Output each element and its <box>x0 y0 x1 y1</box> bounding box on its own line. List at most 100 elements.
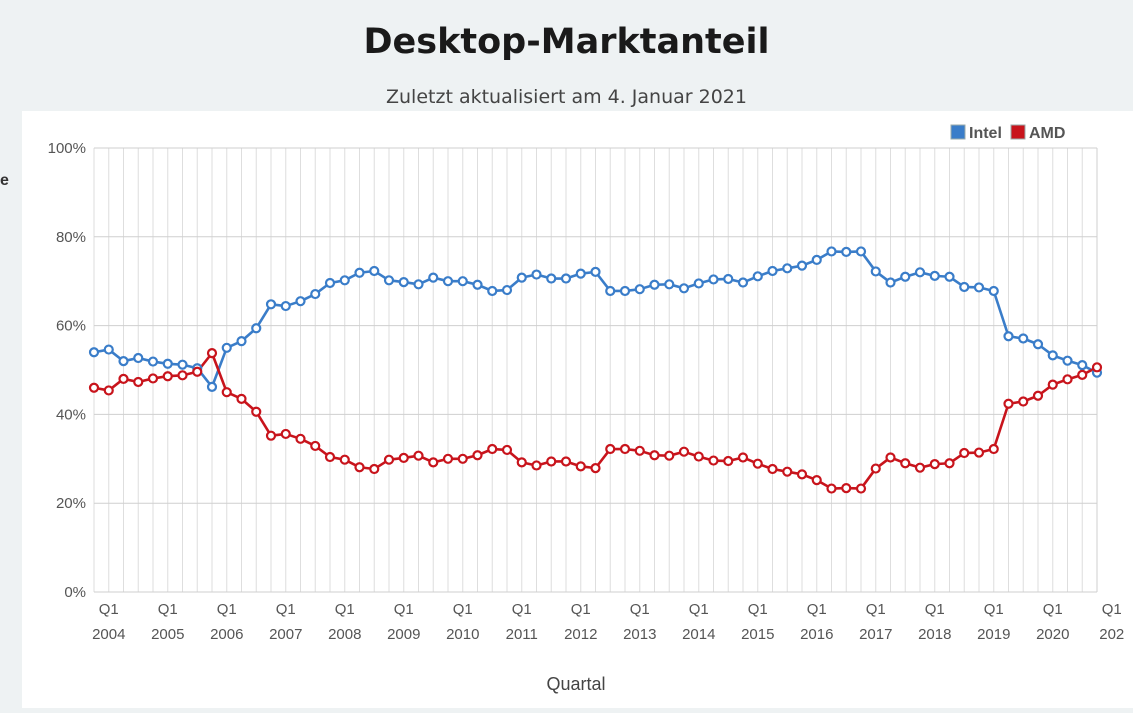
data-point-intel <box>885 277 896 288</box>
x-tick-quarter: Q1 <box>571 601 591 618</box>
data-point-intel <box>251 323 262 334</box>
data-point-intel <box>487 285 498 297</box>
x-tick-year: 2015 <box>741 626 774 643</box>
data-point-amd <box>1032 390 1044 401</box>
data-point-amd <box>605 443 616 455</box>
clipped-edge-label: e <box>0 172 9 189</box>
data-point-intel <box>693 278 704 289</box>
y-tick-label: 60% <box>56 318 86 335</box>
data-point-amd <box>295 433 306 444</box>
data-point-amd <box>826 483 837 494</box>
data-point-intel <box>1062 355 1073 366</box>
x-tick-year: 2006 <box>210 626 243 643</box>
data-point-intel <box>1077 360 1088 371</box>
x-tick-quarter: Q1 <box>453 601 473 618</box>
data-point-intel <box>782 263 793 274</box>
data-point-intel <box>841 246 852 257</box>
x-tick-quarter: Q1 <box>630 601 650 618</box>
data-point-amd <box>428 457 439 468</box>
data-point-intel <box>531 269 542 280</box>
data-point-amd <box>1018 396 1029 407</box>
legend: Intel AMD <box>950 124 1065 142</box>
data-point-amd <box>516 457 527 468</box>
data-point-amd <box>88 382 100 393</box>
data-point-intel <box>973 282 985 293</box>
data-point-intel <box>177 359 188 370</box>
data-point-amd <box>944 458 955 469</box>
x-tick-year: 2008 <box>328 626 361 643</box>
x-axis-label: Quartal <box>546 674 605 694</box>
data-point-amd <box>782 466 793 477</box>
data-point-intel <box>295 296 306 307</box>
data-point-intel <box>133 352 144 364</box>
data-point-amd <box>649 450 660 461</box>
x-tick-year: 2012 <box>564 626 597 643</box>
data-point-intel <box>723 273 734 285</box>
x-tick-year: 2019 <box>977 626 1010 643</box>
grid <box>93 147 1098 593</box>
data-point-intel <box>206 381 218 392</box>
legend-label-intel: Intel <box>969 125 1002 142</box>
x-tick-quarter: Q1 <box>807 601 827 618</box>
data-point-amd <box>251 406 262 417</box>
data-point-intel <box>147 356 159 367</box>
x-tick-quarter: Q1 <box>217 601 237 618</box>
data-point-amd <box>664 450 675 461</box>
data-point-intel <box>413 279 424 290</box>
data-point-amd <box>914 462 926 473</box>
legend-swatch-amd <box>1010 124 1026 140</box>
x-tick-quarter: Q1 <box>984 601 1004 618</box>
data-point-amd <box>354 462 365 473</box>
x-tick-quarter: Q1 <box>394 601 414 618</box>
data-point-amd <box>133 376 144 388</box>
data-point-amd <box>206 348 218 359</box>
y-tick-label: 20% <box>56 495 86 512</box>
data-point-amd <box>855 483 867 494</box>
data-point-intel <box>383 275 395 286</box>
data-point-intel <box>516 272 527 283</box>
data-point-intel <box>796 260 808 271</box>
x-tick-quarter: Q1 <box>512 601 532 618</box>
data-point-amd <box>1062 374 1073 385</box>
data-point-amd <box>1047 379 1058 390</box>
x-tick-quarter: Q1 <box>276 601 296 618</box>
x-tick-year: 2007 <box>269 626 302 643</box>
x-axis-ticks: Q1 2004 Q1 2005 Q1 2006 Q1 2007 Q1 2008 Q1 2009 Q1 20… <box>92 601 1124 643</box>
data-point-intel <box>634 284 645 295</box>
data-point-amd <box>501 444 513 456</box>
data-point-amd <box>310 440 321 452</box>
data-point-intel <box>944 271 955 282</box>
data-point-intel <box>236 336 247 347</box>
chart-title: Desktop-Marktanteil <box>363 22 770 62</box>
x-tick-year: 2020 <box>1036 626 1069 643</box>
data-point-intel <box>959 281 970 293</box>
data-point-amd <box>560 456 572 467</box>
data-point-amd <box>147 373 159 384</box>
data-point-amd <box>811 475 822 486</box>
data-point-amd <box>693 451 704 462</box>
x-tick-quarter: Q1 <box>1102 601 1122 618</box>
y-tick-label: 40% <box>56 406 86 423</box>
x-tick-quarter: Q1 <box>99 601 119 618</box>
y-tick-label: 0% <box>64 584 86 601</box>
legend-label-amd: AMD <box>1029 125 1065 142</box>
data-point-amd <box>472 450 483 461</box>
data-point-intel <box>1032 339 1044 350</box>
x-tick-year: 2004 <box>92 626 125 643</box>
data-point-intel <box>752 271 763 282</box>
data-point-amd <box>280 428 291 440</box>
data-point-amd <box>236 393 247 404</box>
data-point-intel <box>88 347 100 358</box>
x-tick-year: 2017 <box>859 626 892 643</box>
x-tick-quarter: Q1 <box>866 601 886 618</box>
x-tick-quarter: Q1 <box>158 601 178 618</box>
data-point-intel <box>708 274 719 285</box>
data-point-intel <box>664 279 675 290</box>
data-point-amd <box>737 452 749 463</box>
data-point-intel <box>870 266 881 277</box>
data-point-amd <box>767 463 778 475</box>
x-tick-quarter: Q1 <box>748 601 768 618</box>
data-point-intel <box>929 270 940 281</box>
data-point-intel <box>324 277 336 289</box>
data-point-amd <box>265 430 277 441</box>
